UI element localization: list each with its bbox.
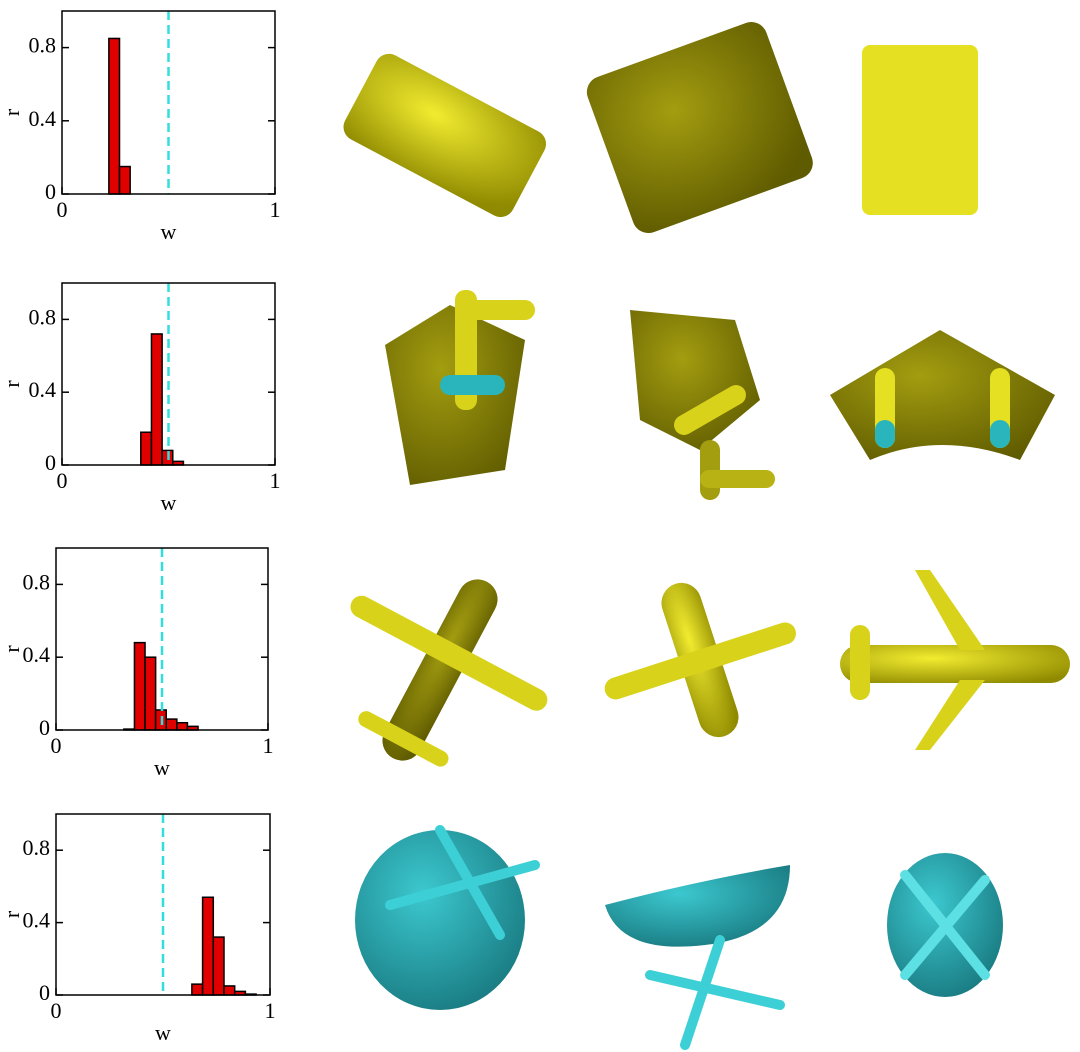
y-tick-label: 0 bbox=[45, 179, 56, 204]
bar bbox=[109, 38, 120, 194]
bar bbox=[151, 334, 162, 465]
bar bbox=[213, 937, 224, 995]
y-tick-label: 0.8 bbox=[29, 33, 57, 58]
y-tick-label: 0.4 bbox=[23, 908, 51, 933]
x-tick-label: 0 bbox=[57, 468, 68, 493]
y-tick-label: 0.8 bbox=[23, 569, 51, 594]
y-axis-label: r bbox=[0, 645, 24, 653]
x-tick-label: 1 bbox=[265, 998, 276, 1023]
y-axis-label: r bbox=[0, 910, 24, 918]
rod-render bbox=[875, 420, 895, 448]
rod-render bbox=[440, 375, 505, 395]
x-tick-label: 1 bbox=[270, 197, 281, 222]
x-axis-label: w bbox=[154, 755, 170, 780]
x-axis-label: w bbox=[161, 490, 177, 515]
x-tick-label: 0 bbox=[57, 197, 68, 222]
bar bbox=[224, 986, 235, 995]
y-tick-label: 0.8 bbox=[29, 304, 57, 329]
y-tick-label: 0.4 bbox=[29, 106, 57, 131]
bar bbox=[145, 657, 156, 730]
shell-render bbox=[355, 830, 525, 1010]
x-tick-label: 0 bbox=[51, 733, 62, 758]
cylinder-render bbox=[339, 49, 551, 222]
bar bbox=[141, 432, 152, 465]
y-tick-label: 0.4 bbox=[23, 642, 51, 667]
y-tick-label: 0.4 bbox=[29, 377, 57, 402]
rod-render bbox=[455, 300, 535, 320]
renderings bbox=[296, 18, 1070, 1045]
bar bbox=[166, 719, 177, 730]
x-tick-label: 0 bbox=[51, 998, 62, 1023]
bar bbox=[203, 897, 214, 995]
x-tick-label: 1 bbox=[263, 733, 274, 758]
shell-render bbox=[605, 865, 790, 947]
bar bbox=[177, 723, 188, 730]
cylinder-render bbox=[582, 18, 817, 238]
plane-render bbox=[580, 553, 820, 767]
shape-render bbox=[830, 330, 1055, 460]
cylinder-render bbox=[862, 45, 978, 215]
bar bbox=[120, 167, 131, 194]
y-tick-label: 0 bbox=[39, 715, 50, 740]
x-tick-label: 1 bbox=[270, 468, 281, 493]
plane-render bbox=[840, 570, 1070, 750]
rod-render bbox=[990, 420, 1010, 448]
y-axis-label: r bbox=[0, 108, 24, 116]
x-axis-label: w bbox=[155, 1020, 171, 1045]
y-axis-label: r bbox=[0, 380, 24, 388]
y-tick-label: 0 bbox=[39, 980, 50, 1005]
bar bbox=[192, 984, 203, 995]
bar bbox=[134, 643, 145, 730]
plane-render bbox=[296, 530, 584, 810]
y-tick-label: 0 bbox=[45, 450, 56, 475]
x-axis-label: w bbox=[161, 219, 177, 244]
y-tick-label: 0.8 bbox=[23, 835, 51, 860]
rod-render bbox=[700, 470, 775, 488]
figure: 0 0.4 0.8 0 1 w r 0 0.4 0.8 0 1 w r 0 0.4 0.8 0 1 w r 0 0.4 0.8… bbox=[0, 0, 1080, 1052]
rod-render bbox=[650, 975, 780, 1005]
